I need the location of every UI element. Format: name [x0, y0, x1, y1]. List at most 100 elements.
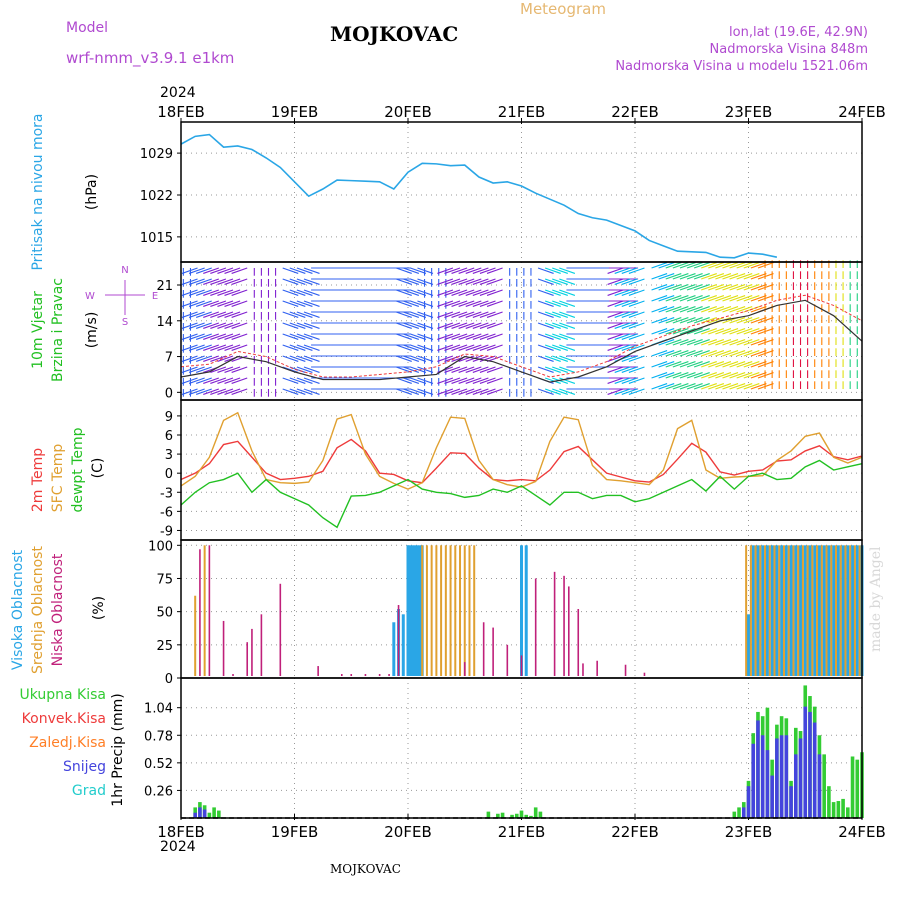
cloud-bar-low [520, 655, 523, 676]
wind-barb [210, 300, 227, 307]
cloud-bar-mid [839, 545, 842, 676]
wind-barb [486, 311, 503, 318]
cloud-bar-high [751, 545, 755, 676]
y-tick-label: 25 [156, 639, 173, 654]
year-label-bottom: 2024 [160, 839, 196, 855]
wind-barb [210, 388, 227, 395]
wind-barb [303, 333, 320, 340]
wind-barb [465, 289, 482, 296]
cloud-bar-mid [425, 545, 428, 676]
wind-barb [403, 388, 420, 395]
wind-barb [486, 388, 503, 395]
wind-barb [458, 311, 475, 318]
wind-barb [217, 333, 234, 340]
wind-barb [403, 267, 420, 274]
wind-barb [181, 322, 198, 329]
wind-barb [395, 388, 412, 395]
cloud-bar-mid [806, 545, 809, 676]
wind-barb [224, 322, 241, 329]
wind-barb [715, 339, 732, 346]
cloud-bar-mid [444, 545, 447, 676]
pressure-line [180, 133, 778, 259]
wind-barb [757, 328, 774, 335]
wind-barb [537, 388, 554, 395]
cloud-bar-high [784, 545, 788, 676]
wind-barb [729, 361, 746, 368]
wind-barb [679, 306, 696, 313]
wind-barb [296, 355, 313, 362]
wind-barb [614, 344, 631, 351]
cloud-bar-high [827, 545, 831, 676]
wind-barb [472, 377, 489, 384]
cloud-bar-low [260, 614, 263, 676]
wind-barb [679, 284, 696, 291]
wind-barb [451, 289, 468, 296]
y-tick-label: 1029 [140, 147, 173, 162]
wind-barb [743, 339, 760, 346]
wind-barb [607, 388, 624, 395]
wind-barb [181, 355, 198, 362]
wind-barb [552, 366, 568, 373]
wind-barb [750, 361, 767, 368]
precip-bar-total [217, 810, 221, 818]
wind-barb [715, 284, 732, 291]
wind-barb [444, 300, 461, 307]
wind-barb [486, 377, 503, 384]
wind-barb [757, 372, 774, 379]
wind-barb [743, 372, 760, 379]
sfc-temp-ylabel: SFC Temp [50, 444, 66, 513]
temp2m-ylabel: 2m Temp [30, 448, 46, 512]
wind-barb [729, 262, 746, 269]
compass-w-label: W [85, 291, 95, 302]
precip-bar-snow [775, 738, 779, 818]
cloud-bar-mid [834, 545, 837, 676]
wind-barb [679, 361, 696, 368]
wind-barb [651, 361, 668, 368]
wind-barb [614, 377, 631, 384]
wind-barb [559, 311, 576, 318]
wind-barb [231, 311, 248, 318]
wind-barb [544, 300, 561, 307]
wind-barb [217, 355, 234, 362]
cloud-bar-high [817, 545, 821, 676]
x-tick-label-top: 20FEB [384, 103, 431, 121]
wind-barb [282, 377, 299, 384]
wind-barb [458, 355, 475, 362]
wind-barb [607, 300, 624, 307]
pressure-ylabel: Pritisak na nivou mora [30, 113, 46, 270]
wind-barb [395, 333, 412, 340]
wind-barb [465, 311, 482, 318]
wind-barb [686, 361, 703, 368]
wind-barb [729, 306, 746, 313]
wind-barb [701, 328, 717, 335]
wind-barb [196, 388, 212, 395]
wind-barb [196, 267, 212, 274]
wind-barb [628, 366, 645, 373]
wind-barb [559, 388, 576, 395]
x-tick-label-bottom: 18FEB [157, 823, 204, 841]
wind-barb [289, 300, 306, 307]
wind-barb [479, 366, 496, 373]
y-tick-label: 1.04 [144, 702, 173, 717]
wind-barb [750, 383, 767, 390]
wind-barb [479, 377, 496, 384]
cloud-bar-high [803, 545, 807, 676]
cloud-bar-mid [844, 545, 847, 676]
wind-barb [722, 295, 739, 302]
wind-barb [686, 383, 703, 390]
wind-barb [210, 344, 227, 351]
wind-barb [679, 350, 696, 357]
wind-barb [743, 328, 760, 335]
precip-bar-snow [765, 750, 770, 818]
wind-barb [658, 317, 675, 324]
wind-barb [289, 333, 306, 340]
cloud-bar-high [846, 545, 850, 676]
wind-barb [651, 372, 668, 379]
wind-barb [628, 333, 645, 340]
cloud-bar-mid [468, 545, 471, 676]
cloud-bar-low [199, 549, 201, 676]
cloud-bar-mid [782, 545, 785, 676]
wind-barb [614, 300, 631, 307]
wind-barb [210, 377, 227, 384]
x-tick-label-top: 21FEB [498, 103, 545, 121]
